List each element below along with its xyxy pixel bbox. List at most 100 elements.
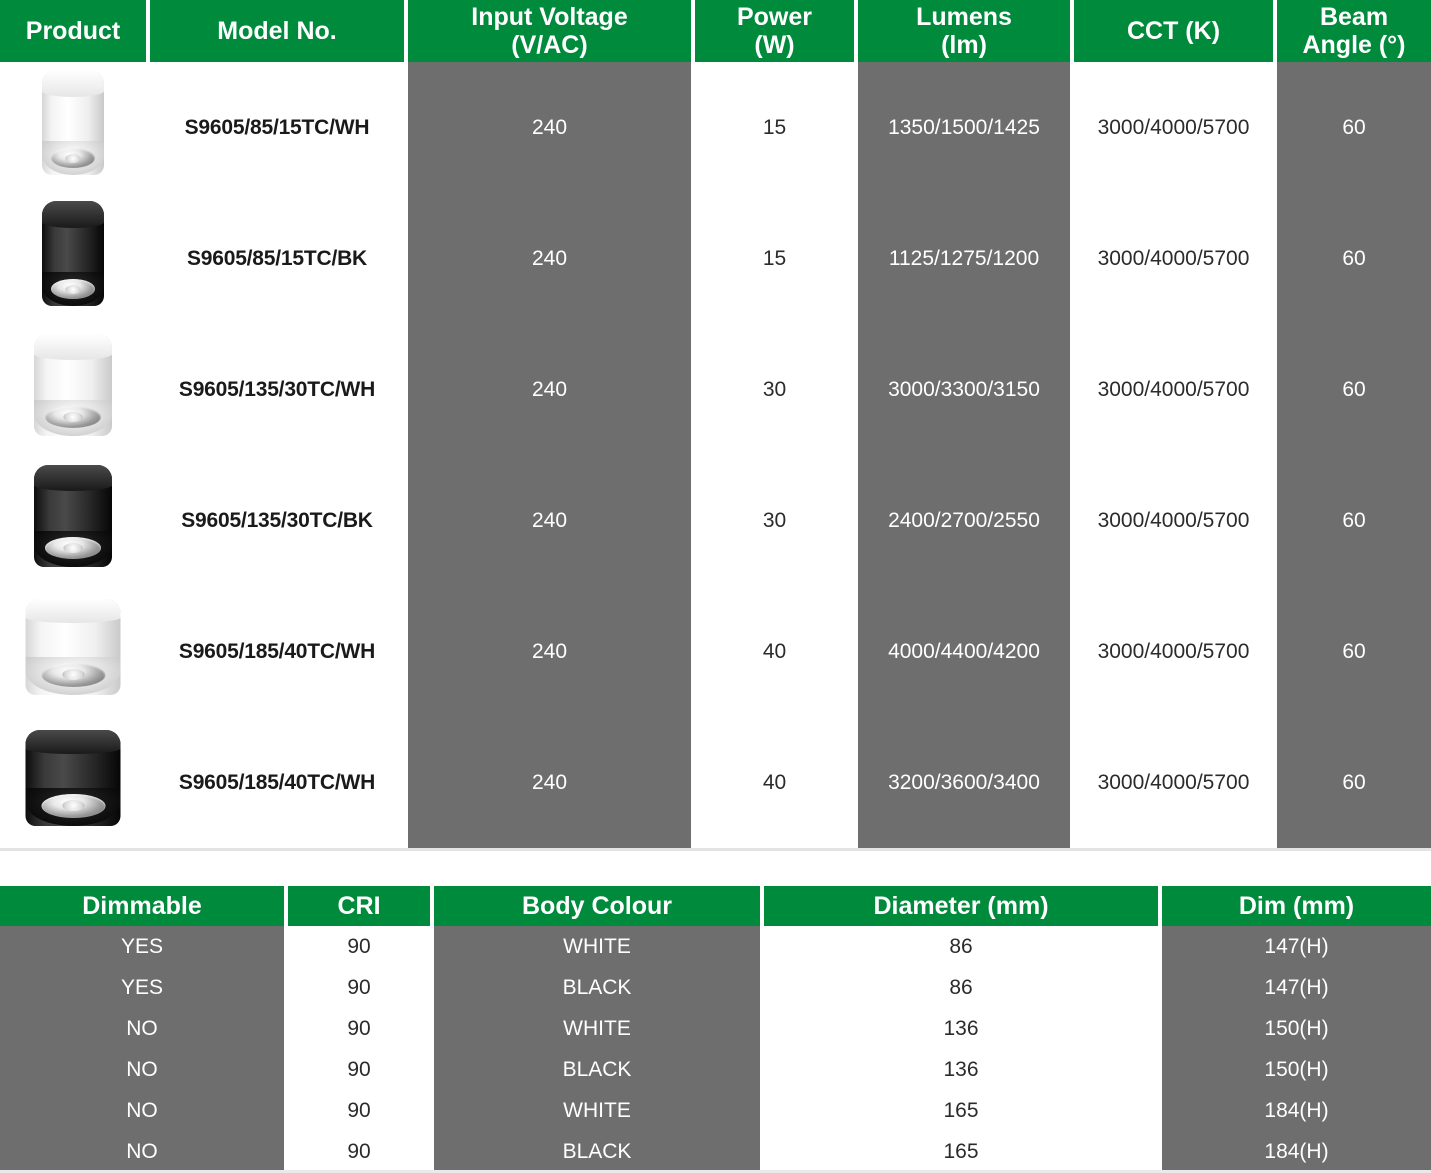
cell-beam-angle: 60 (1277, 586, 1431, 717)
column-header-product-label: Product (25, 17, 121, 45)
table-row: S9605/185/40TC/WH 240 40 4000/4400/4200 … (0, 586, 1431, 717)
cell-cct: 3000/4000/5700 (1074, 62, 1277, 193)
cell-product (0, 717, 150, 848)
cell-model-no: S9605/85/15TC/BK (150, 193, 408, 324)
column-header-power-line2: (W) (754, 31, 795, 59)
cell-dimmable: NO (0, 1090, 288, 1131)
column-header-diameter: Diameter (mm) (764, 886, 1162, 926)
cell-body-colour: BLACK (434, 1049, 764, 1090)
cell-diameter: 136 (764, 1008, 1162, 1049)
cell-lumens: 3000/3300/3150 (858, 324, 1074, 455)
lamp-cap-icon (25, 729, 121, 755)
product-image-5 (25, 729, 121, 836)
cell-cct: 3000/4000/5700 (1074, 193, 1277, 324)
cell-cct: 3000/4000/5700 (1074, 455, 1277, 586)
cell-cri: 90 (288, 1131, 434, 1172)
cell-body-colour: WHITE (434, 926, 764, 967)
column-header-dimmable: Dimmable (0, 886, 288, 926)
table-row: YES 90 WHITE 86 147(H) (0, 926, 1431, 967)
column-header-power: Power (W) (695, 0, 858, 62)
column-header-model-no-label: Model No. (217, 17, 337, 45)
cell-power: 15 (695, 62, 858, 193)
column-header-dimmable-label: Dimmable (82, 891, 202, 920)
column-header-dim-label: Dim (mm) (1238, 891, 1355, 920)
cell-power: 15 (695, 193, 858, 324)
cell-input-voltage: 240 (408, 62, 695, 193)
product-spec-table: Product Model No. Input Voltage (V/AC) P… (0, 0, 1431, 848)
cell-body-colour: BLACK (434, 967, 764, 1008)
cell-dimmable: NO (0, 1131, 288, 1172)
cell-lumens: 4000/4400/4200 (858, 586, 1074, 717)
cell-model-no: S9605/135/30TC/WH (150, 324, 408, 455)
lamp-housing-icon (34, 333, 112, 436)
cell-lumens: 2400/2700/2550 (858, 455, 1074, 586)
cell-dim: 184(H) (1162, 1131, 1431, 1172)
table-separator-rule (0, 848, 1431, 851)
cell-diameter: 165 (764, 1131, 1162, 1172)
lamp-lens-highlight-icon (63, 542, 83, 553)
column-header-cri-label: CRI (337, 891, 381, 920)
cell-body-colour: BLACK (434, 1131, 764, 1172)
cell-dimmable: YES (0, 926, 288, 967)
cell-input-voltage: 240 (408, 586, 695, 717)
cell-product (0, 62, 150, 193)
column-header-lumens-line2: (lm) (941, 31, 987, 59)
table-row: NO 90 BLACK 136 150(H) (0, 1049, 1431, 1090)
cell-input-voltage: 240 (408, 717, 695, 848)
cell-diameter: 86 (764, 926, 1162, 967)
cell-model-no: S9605/185/40TC/WH (150, 717, 408, 848)
table-row: NO 90 WHITE 165 184(H) (0, 1090, 1431, 1131)
table-row: S9605/185/40TC/WH 240 40 3200/3600/3400 … (0, 717, 1431, 848)
lamp-cap-icon (25, 598, 121, 624)
cell-cri: 90 (288, 926, 434, 967)
cell-model-no: S9605/185/40TC/WH (150, 586, 408, 717)
column-header-product: Product (0, 0, 150, 62)
column-header-dim: Dim (mm) (1162, 886, 1431, 926)
cell-dimmable: NO (0, 1049, 288, 1090)
cell-power: 40 (695, 717, 858, 848)
table-row: YES 90 BLACK 86 147(H) (0, 967, 1431, 1008)
column-header-body-colour-label: Body Colour (522, 891, 672, 920)
column-header-power-line1: Power (736, 3, 813, 31)
column-header-model-no: Model No. (150, 0, 408, 62)
lamp-cap-icon (34, 333, 112, 361)
lamp-lens-highlight-icon (63, 411, 83, 422)
cell-diameter: 165 (764, 1090, 1162, 1131)
cell-lumens: 1125/1275/1200 (858, 193, 1074, 324)
column-header-input-voltage-line1: Input Voltage (471, 3, 628, 31)
cell-beam-angle: 60 (1277, 717, 1431, 848)
lamp-housing-icon (42, 70, 104, 175)
lamp-lens-highlight-icon (65, 285, 81, 294)
cell-power: 40 (695, 586, 858, 717)
lamp-lens-highlight-icon (62, 668, 84, 680)
column-header-cri: CRI (288, 886, 434, 926)
product-image-4 (25, 598, 121, 705)
table-row: S9605/135/30TC/WH 240 30 3000/3300/3150 … (0, 324, 1431, 455)
product-image-0 (42, 70, 104, 185)
cell-beam-angle: 60 (1277, 455, 1431, 586)
cell-dim: 147(H) (1162, 967, 1431, 1008)
column-header-beam-angle-line2: Angle (°) (1302, 31, 1406, 59)
cell-product (0, 324, 150, 455)
column-header-body-colour: Body Colour (434, 886, 764, 926)
column-header-cct: CCT (K) (1074, 0, 1277, 62)
table-row: S9605/85/15TC/BK 240 15 1125/1275/1200 3… (0, 193, 1431, 324)
column-header-input-voltage: Input Voltage (V/AC) (408, 0, 695, 62)
table-row: S9605/135/30TC/BK 240 30 2400/2700/2550 … (0, 455, 1431, 586)
lamp-cap-icon (34, 464, 112, 492)
cell-dim: 147(H) (1162, 926, 1431, 967)
column-header-input-voltage-line2: (V/AC) (511, 31, 588, 59)
lamp-cap-icon (42, 201, 104, 229)
cell-dim: 150(H) (1162, 1049, 1431, 1090)
cell-cct: 3000/4000/5700 (1074, 717, 1277, 848)
cell-product (0, 193, 150, 324)
cell-lumens: 1350/1500/1425 (858, 62, 1074, 193)
cell-product (0, 455, 150, 586)
table-row: NO 90 BLACK 165 184(H) (0, 1131, 1431, 1172)
column-header-lumens-line1: Lumens (916, 3, 1012, 31)
lamp-housing-icon (25, 598, 121, 695)
cell-beam-angle: 60 (1277, 62, 1431, 193)
lamp-lens-highlight-icon (62, 799, 84, 811)
cell-input-voltage: 240 (408, 324, 695, 455)
